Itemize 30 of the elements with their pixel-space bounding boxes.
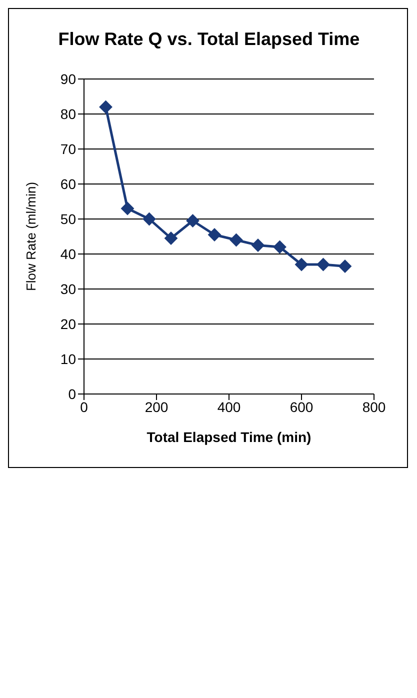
point [295,258,308,271]
point [316,258,330,271]
y-axis-title: Flow Rate (ml/min) [24,180,38,294]
point [273,240,286,254]
x-tick-label: 400 [217,398,241,415]
y-tick-label: 20 [60,316,76,332]
y-tick-label: 80 [60,106,76,122]
x-tick-label: 0 [80,398,88,415]
y-tick-label: 40 [60,246,76,262]
chart-title: Flow Rate Q vs. Total Elapsed Time [57,29,361,50]
y-tick-label: 50 [60,210,76,227]
y-tick-label: 10 [60,350,76,367]
point [230,234,243,246]
y-tick-label: 90 [60,70,76,87]
point [338,260,352,273]
point [142,212,156,226]
x-tick-label: 800 [362,398,386,415]
point [208,228,221,242]
point [99,100,112,114]
point [252,238,264,252]
x-axis-title: Total Elapsed Time (min) [146,429,312,445]
point [186,214,200,228]
x-tick-label: 200 [144,398,168,415]
y-tick-label: 0 [68,386,76,402]
y-tick-label: 60 [60,176,76,192]
y-tick-label: 70 [60,140,76,157]
x-tick-label: 600 [290,398,314,415]
point [164,232,178,245]
y-tick-label: 30 [60,280,76,297]
point [121,202,134,215]
